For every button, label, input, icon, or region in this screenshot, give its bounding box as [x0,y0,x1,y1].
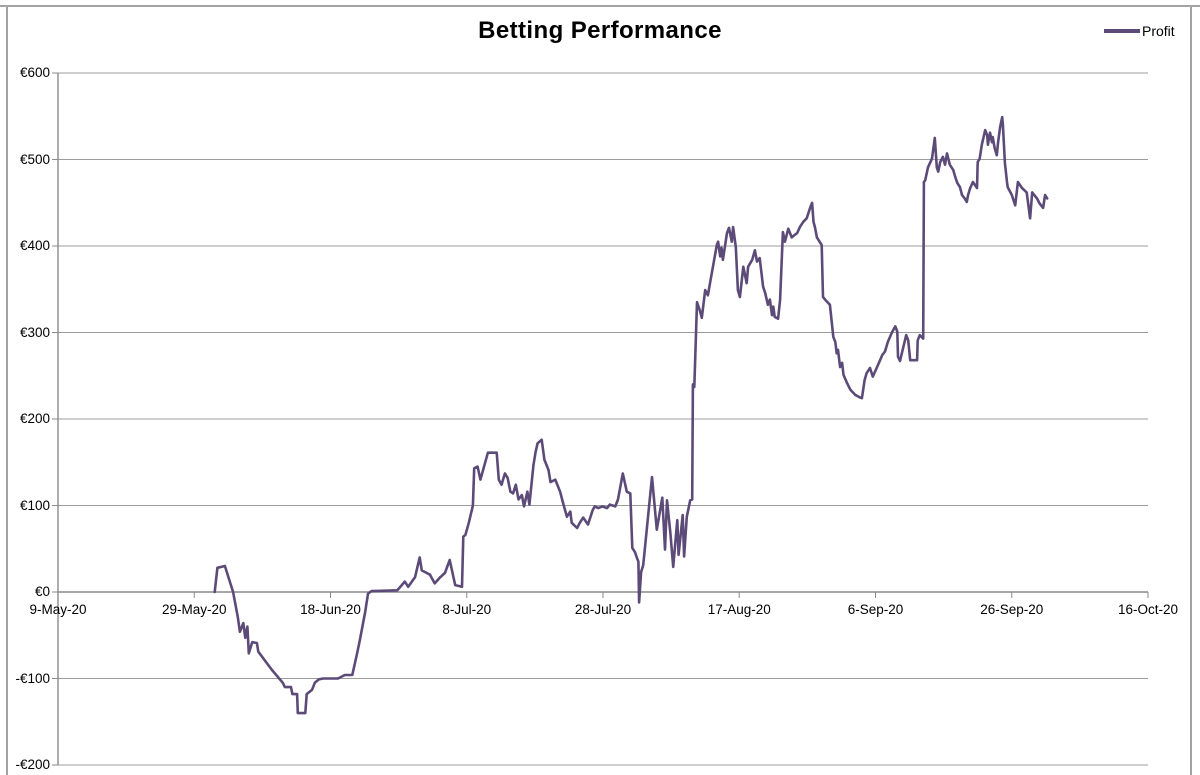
x-tick-label: 16-Oct-20 [1117,602,1179,617]
x-tick-label: 18-Jun-20 [300,602,361,617]
x-tick-label: 29-May-20 [161,602,227,617]
chart-border-top [0,5,1200,7]
x-tick-label: 28-Jul-20 [574,602,632,617]
legend-label: Profit [1142,23,1175,39]
y-tick-label: -€200 [15,757,50,772]
chart-border-left [6,5,8,775]
x-tick-label: 8-Jul-20 [442,602,492,617]
x-tick-label: 17-Aug-20 [707,602,771,617]
y-tick-label: -€100 [15,670,50,686]
y-tick-label: €500 [19,151,50,167]
profit-line-series [213,115,1049,715]
y-tick-label: €300 [19,324,50,340]
legend: Profit [1104,23,1175,39]
y-tick-label: €100 [19,497,50,513]
x-tick-label: 6-Sep-20 [847,602,904,617]
chart-border-right [1190,5,1192,775]
y-tick-label: €0 [34,584,50,599]
y-tick-label: €600 [19,65,50,80]
y-tick-label: €400 [19,238,50,253]
y-tick-label: €200 [19,411,50,426]
x-tick-label: 9-May-20 [29,602,87,617]
x-tick-label: 26-Sep-20 [980,602,1044,617]
chart-title: Betting Performance [478,17,722,44]
legend-line-sample [1104,29,1140,33]
